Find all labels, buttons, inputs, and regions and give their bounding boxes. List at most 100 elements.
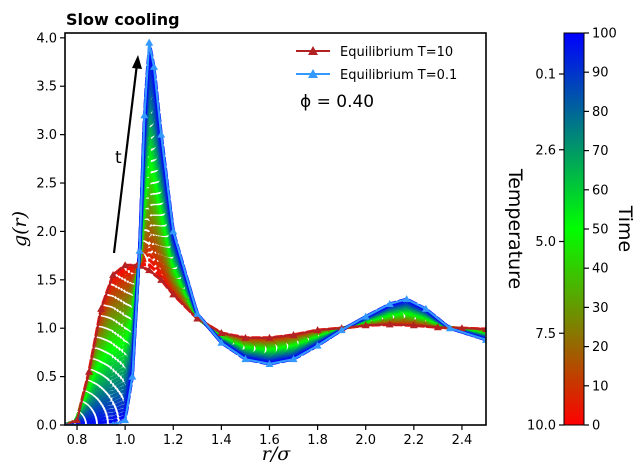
- series-point-0: [157, 275, 166, 283]
- series-point-0: [169, 290, 178, 298]
- x-tick-label: 2.0: [355, 433, 376, 448]
- series-point-0: [289, 330, 298, 338]
- series-point-0: [385, 320, 394, 328]
- series-point-0: [409, 321, 418, 329]
- phi-annotation: ϕ = 0.40: [300, 92, 374, 112]
- legend-marker-t10: [308, 46, 318, 55]
- colorbar: 10.07.55.02.60.1 0102030405060708090100 …: [504, 27, 636, 434]
- colorbar-time-label-text: 0: [592, 419, 600, 434]
- colorbar-time-ticks: 0 10 20 30 40 50 60 70 80 90 100: [584, 27, 617, 434]
- series-point-0: [265, 333, 274, 341]
- series-point-1: [110, 421, 116, 425]
- legend-marker-t01: [308, 69, 318, 78]
- y-axis-label: g(r): [9, 211, 31, 247]
- colorbar-time-label-text: 50: [592, 223, 609, 238]
- colorbar-time-label: Time: [614, 205, 636, 253]
- colorbar-time-label-text: 90: [592, 66, 609, 81]
- legend: Equilibrium T=10 Equilibrium T=0.1: [296, 45, 457, 83]
- colorbar-time-label-text: 10: [592, 379, 609, 394]
- series-point-1: [313, 341, 322, 349]
- y-tick-label: 0.5: [36, 370, 57, 385]
- y-axis-ticks: 0.0 0.5 1.0 1.5 2.0 2.5 3.0 3.5 4.0: [36, 31, 65, 434]
- time-arrow-label: t: [115, 148, 122, 168]
- series-point-1: [145, 38, 154, 46]
- series-point-0: [313, 326, 322, 334]
- time-arrow-head: [132, 55, 142, 69]
- series-point-1: [157, 130, 166, 138]
- y-tick-label: 3.5: [36, 80, 57, 95]
- series-point-0: [457, 324, 466, 332]
- series-point-1: [150, 62, 159, 70]
- colorbar-time-label-text: 60: [592, 183, 609, 198]
- series-point-1: [193, 309, 202, 317]
- series-point-0: [433, 323, 442, 331]
- series-point-0: [241, 333, 250, 341]
- x-axis-ticks: 0.8 1.0 1.2 1.4 1.6 1.8 2.0 2.2 2.4: [67, 425, 473, 448]
- y-tick-label: 4.0: [36, 31, 57, 46]
- series-point-0: [217, 329, 226, 337]
- x-tick-label: 1.8: [307, 433, 328, 448]
- series-point-1: [217, 338, 226, 346]
- series-point-1: [128, 372, 137, 380]
- legend-label-t01: Equilibrium T=0.1: [340, 68, 457, 83]
- colorbar-temperature-label-text: 0.1: [535, 68, 556, 83]
- series-point-1: [135, 246, 144, 254]
- colorbar-time-label-text: 40: [592, 262, 609, 277]
- y-tick-label: 1.0: [36, 322, 57, 337]
- colorbar-gradient: [563, 32, 585, 426]
- series-point-0: [97, 304, 106, 312]
- series-point-1: [402, 295, 411, 303]
- plot-frame: [64, 32, 487, 426]
- legend-label-t10: Equilibrium T=10: [340, 45, 453, 60]
- y-tick-label: 0.0: [36, 419, 57, 434]
- series-point-0: [482, 325, 486, 333]
- x-tick-label: 2.4: [452, 433, 473, 448]
- y-tick-label: 2.0: [36, 225, 57, 240]
- colorbar-temperature-label: Temperature: [504, 168, 526, 289]
- series-point-1: [421, 304, 430, 312]
- series-point-1: [482, 335, 486, 343]
- series-point-0: [193, 314, 202, 322]
- x-tick-label: 1.6: [259, 433, 280, 448]
- transition-curves: [65, 43, 486, 425]
- series-point-1: [445, 324, 454, 332]
- time-arrow: t: [112, 55, 142, 254]
- x-tick-label: 1.4: [211, 433, 232, 448]
- y-tick-label: 3.0: [36, 128, 57, 143]
- series-point-1: [385, 300, 394, 308]
- x-tick-label: 1.2: [163, 433, 184, 448]
- series-point-1: [241, 355, 250, 363]
- series-point-1: [169, 227, 178, 235]
- x-tick-label: 1.0: [115, 433, 136, 448]
- series-point-1: [121, 416, 130, 424]
- series-point-0: [121, 261, 130, 269]
- colorbar-time-label-text: 100: [592, 27, 617, 42]
- series-point-0: [361, 321, 370, 329]
- colorbar-temperature-label-text: 5.0: [535, 235, 556, 250]
- colorbar-temperature-label-text: 7.5: [535, 327, 556, 342]
- series-point-1: [265, 360, 274, 368]
- y-tick-label: 1.5: [36, 273, 57, 288]
- series-point-1: [361, 312, 370, 320]
- colorbar-time-label-text: 80: [592, 105, 609, 120]
- series-point-1: [289, 355, 298, 363]
- colorbar-time-label-text: 70: [592, 144, 609, 159]
- equilibrium-series: [65, 38, 486, 425]
- colorbar-temperature-label-text: 2.6: [535, 143, 556, 158]
- colorbar-time-label-text: 30: [592, 301, 609, 316]
- y-tick-label: 2.5: [36, 177, 57, 192]
- series-point-0: [109, 270, 118, 278]
- chart-title: Slow cooling: [66, 10, 180, 29]
- x-axis-label: r/σ: [262, 443, 291, 465]
- colorbar-temperature-label-text: 10.0: [527, 419, 556, 434]
- x-tick-label: 0.8: [67, 433, 88, 448]
- series-point-0: [73, 416, 82, 424]
- x-tick-label: 2.2: [403, 433, 424, 448]
- colorbar-time-label-text: 20: [592, 340, 609, 355]
- colorbar-temperature-ticks: 10.0 7.5 5.0 2.6 0.1: [527, 68, 564, 434]
- series-point-0: [145, 266, 154, 274]
- series-point-1: [140, 111, 149, 119]
- time-arrow-line: [112, 63, 139, 254]
- series-point-0: [85, 367, 94, 375]
